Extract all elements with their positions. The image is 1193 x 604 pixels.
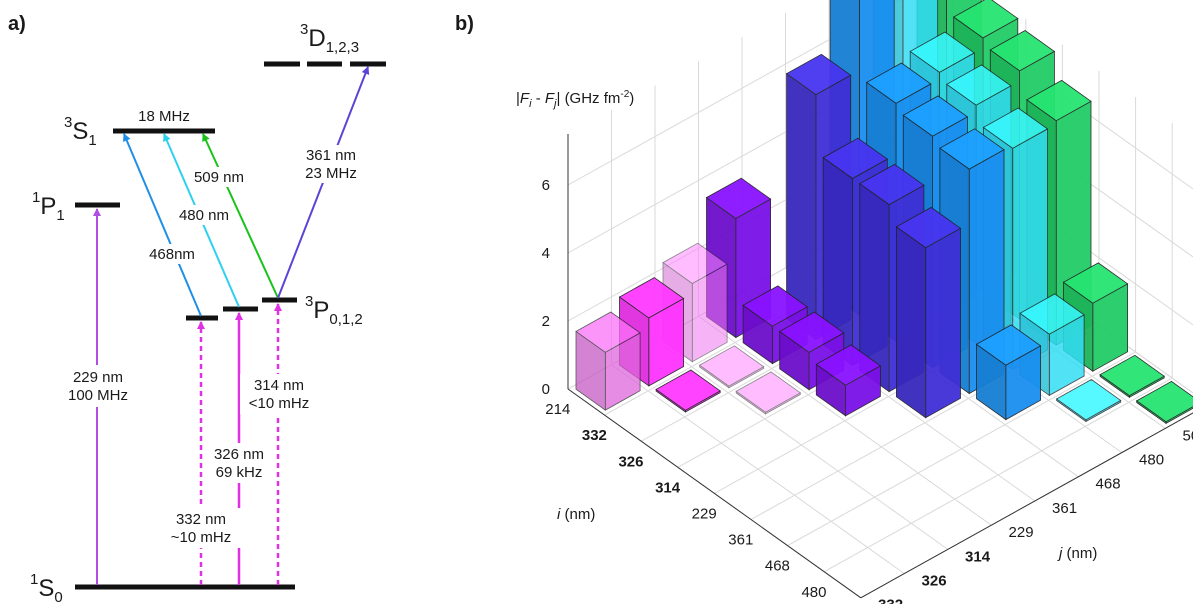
bar-229-361	[895, 206, 962, 419]
state-label-3P012: 3P0,1,2	[305, 293, 363, 328]
i-tick-label: 326	[618, 453, 643, 470]
bar-361-468	[975, 324, 1042, 421]
bar-face-top	[1135, 380, 1193, 423]
bar-face-side	[896, 226, 927, 419]
i-tick-label: 480	[801, 584, 826, 601]
z-gridline	[567, 0, 1193, 190]
bar-face-top	[952, 0, 1019, 39]
label-229nm-linewidth: 100 MHz	[68, 387, 128, 404]
label-314nm-wavelength: 314 nm	[254, 377, 304, 394]
bar-face-top	[1055, 379, 1122, 421]
state-label-1P1: 1P1	[32, 189, 65, 224]
bar-468-509	[1099, 354, 1165, 399]
bar-face-top	[575, 311, 641, 353]
bar-face-top	[822, 137, 889, 179]
j-axis-label: j (nm)	[1057, 545, 1097, 562]
state-label-3D123: 3D1,2,3	[300, 21, 359, 56]
z-tick-label: 0	[542, 381, 550, 398]
bar-face-top	[902, 95, 969, 137]
j-tick-label: 468	[1096, 476, 1121, 493]
transition-468nm	[123, 133, 202, 317]
bar-face-top	[735, 371, 802, 413]
i-tick-label: 314	[655, 479, 681, 496]
bar-face-top	[655, 369, 721, 411]
bar-face-top	[946, 64, 1012, 106]
bar-332-314	[698, 345, 765, 389]
z-tick-label: 4	[542, 245, 550, 262]
j-tick-label: 326	[922, 573, 947, 590]
bar-face-top	[1019, 293, 1085, 335]
panel-b-label: b)	[455, 13, 474, 35]
bar-face-top	[982, 107, 1049, 149]
chart-axes	[567, 134, 1193, 599]
floor-gridline-j	[654, 340, 949, 550]
bar-face-top	[662, 242, 728, 284]
i-axis-line	[567, 388, 862, 599]
bar-face-front	[925, 227, 961, 419]
bar-face-top	[989, 30, 1056, 72]
bar-314-229	[815, 344, 882, 417]
bar-468-480	[1055, 379, 1122, 423]
label-314nm-linewidth: <10 mHz	[249, 395, 309, 412]
bar-face-top	[1062, 262, 1129, 304]
label-468nm: 468nm	[149, 246, 195, 263]
label-361nm-wavelength: 361 nm	[306, 147, 356, 164]
bar-face-top	[698, 345, 765, 387]
bar-326-314	[735, 371, 802, 415]
chart-tick-labels: 0 2 4 6 214 332 326 314 229 361 468 480 332 326 314 229…	[542, 177, 1193, 604]
j-tick-label: 314	[965, 548, 991, 565]
bar-face-top	[742, 285, 808, 327]
bar-480-509	[1135, 380, 1193, 425]
bar-332-326	[655, 369, 721, 413]
floor-gridline-j	[611, 364, 905, 575]
label-509nm: 509 nm	[194, 169, 244, 186]
bar-face-top	[618, 277, 685, 319]
bar-face-top	[895, 206, 962, 249]
bar-214-332	[575, 311, 641, 411]
bar-face-top	[785, 53, 852, 96]
chart-bars	[575, 0, 1193, 425]
label-326nm-wavelength: 326 nm	[214, 446, 264, 463]
state-label-3S1: 3S1	[64, 114, 97, 149]
i-tick-label: 332	[582, 427, 607, 444]
transition-509nm	[202, 133, 279, 299]
bar-face-top	[909, 31, 976, 73]
j-axis-line	[860, 412, 1193, 599]
bar-face-top	[1026, 79, 1092, 122]
floor-gridline-i	[860, 412, 1193, 599]
energy-level-diagram: a) 1S0 1P1 3S1 3P0,1,2 3D1,2,3 229 nm 10…	[8, 13, 386, 604]
z-axis-label: |Fi - Fj| (GHz fm-2)	[516, 89, 634, 110]
j-tick-label: 480	[1139, 452, 1164, 469]
bar-face-top	[859, 163, 925, 206]
z-tick-label: 2	[542, 313, 550, 330]
i-tick-label: 214	[545, 401, 570, 418]
label-326nm-linewidth: 69 kHz	[216, 464, 263, 481]
label-332nm-wavelength: 332 nm	[176, 511, 226, 528]
i-axis-label: i (nm)	[557, 506, 595, 523]
label-361nm-linewidth: 23 MHz	[305, 165, 357, 182]
label-480nm: 480 nm	[179, 207, 229, 224]
i-tick-label: 468	[765, 558, 790, 575]
bar-face-top	[1099, 354, 1165, 397]
panel-a-label: a)	[8, 13, 26, 35]
bar-face-top	[815, 344, 882, 386]
bar-face-top	[705, 177, 772, 219]
j-tick-label: 509	[1183, 427, 1193, 444]
j-tick-label: 361	[1052, 500, 1077, 517]
i-tick-label: 229	[692, 505, 717, 522]
state-label-1S0: 1S0	[30, 571, 63, 604]
label-fine-structure-splitting: 18 MHz	[138, 108, 190, 125]
bar-face-top	[778, 311, 845, 353]
i-tick-label: 361	[728, 532, 753, 549]
z-tick-label: 6	[542, 177, 550, 194]
label-332nm-linewidth: ~10 mHz	[171, 529, 231, 546]
j-tick-label: 332	[878, 597, 903, 604]
floor-gridline-j	[698, 315, 992, 526]
label-229nm-wavelength: 229 nm	[73, 369, 123, 386]
bar3d-chart: b) 0 2 4 6 214 332 326 314 229 361 468 480 332 326 314…	[455, 0, 1193, 604]
bar-face-top	[939, 128, 1005, 170]
j-tick-label: 229	[1009, 524, 1034, 541]
bar-face-top	[975, 324, 1042, 366]
bar-face-top	[865, 62, 932, 104]
